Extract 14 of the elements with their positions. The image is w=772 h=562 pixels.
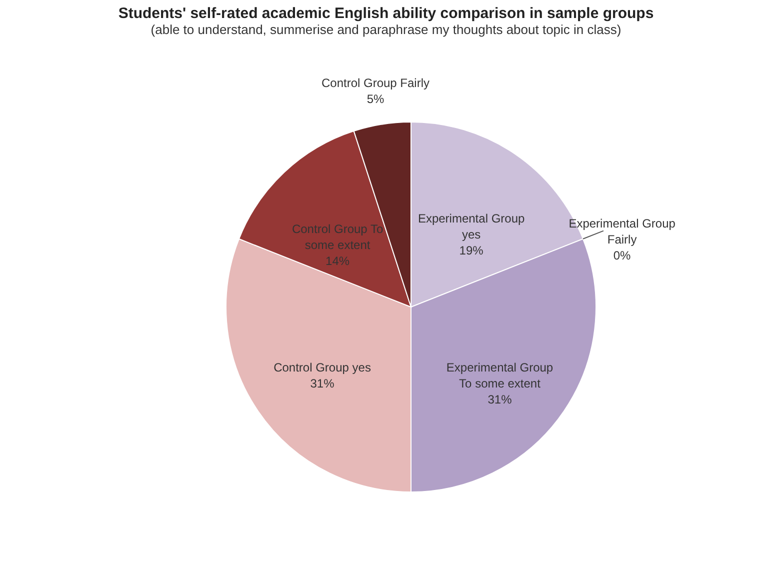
slice-label: Control Group Fairly	[321, 76, 430, 90]
slice-label: Control Group To some extent	[292, 222, 384, 252]
slice-label: Experimental Group To some extent	[446, 360, 554, 390]
data-label: 14%	[326, 254, 350, 268]
slice-label: Experimental Group yes	[418, 211, 525, 242]
text: 0%	[613, 248, 631, 262]
slice-label: Control Group yes	[274, 360, 371, 374]
data-label: 5%	[366, 92, 384, 106]
data-label: 31%	[310, 376, 335, 390]
chart-title: Students' self-rated academic English ability comparison in sample groups	[118, 5, 654, 22]
data-label: 19%	[459, 243, 484, 258]
chart-subtitle: (able to understand, summerise and paraphrase my thoughts about topic in class)	[150, 22, 622, 37]
category-label: Experimental Group Fairly	[568, 216, 676, 246]
data-label: 31%	[488, 392, 512, 406]
